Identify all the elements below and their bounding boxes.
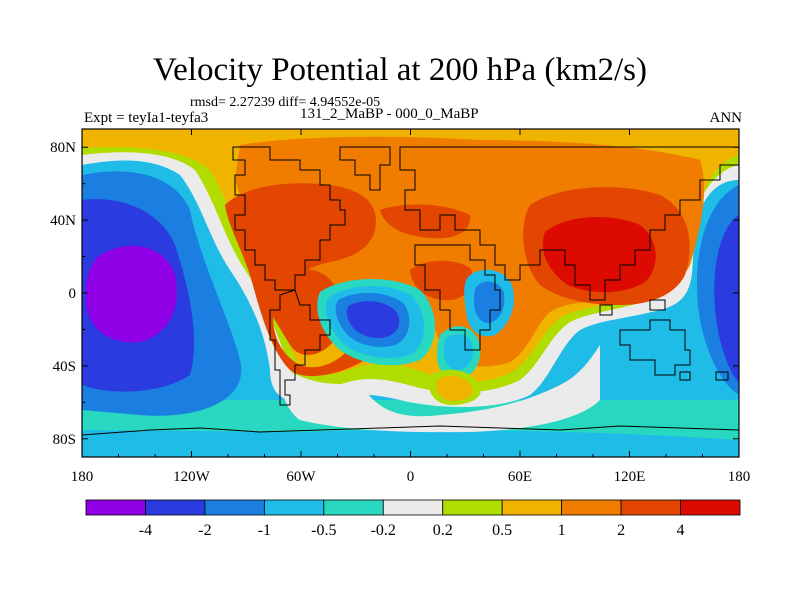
field-fill-southern-arc02 (279, 345, 600, 433)
colorbar-swatch (620, 499, 681, 516)
colorbar-swatch (85, 499, 146, 516)
colorbar-label: -0.5 (311, 522, 336, 539)
colorbar-swatch (680, 499, 741, 516)
x-tick-label: 60E (508, 469, 532, 485)
coastline-eurasia (399, 146, 739, 301)
colorbar-label: -2 (198, 522, 211, 539)
field-fill-east-neg2 (714, 215, 739, 382)
colorbar-swatch (561, 499, 622, 516)
colorbar-label: 0.2 (433, 522, 453, 539)
y-tick-label: 40S (53, 359, 76, 375)
colorbar-label: 1 (558, 522, 566, 539)
colorbar-swatch (263, 499, 325, 516)
x-tick-label: 120E (614, 469, 646, 485)
field-fill-indian-neg2 (474, 281, 505, 324)
colorbar-swatch (442, 499, 503, 516)
x-tick-label: 0 (407, 469, 415, 485)
colorbar-label: 4 (677, 522, 685, 539)
chart-subtitle: rmsd= 2.27239 diff= 4.94552e-05 (190, 95, 381, 110)
coastline-north-america (232, 146, 346, 291)
field-fill-atlantic-neg4 (346, 301, 400, 339)
experiment-label: Expt = teyIa1-teyfa3 (84, 110, 209, 126)
colorbar-swatch (204, 499, 265, 516)
colorbar-label: -1 (258, 522, 271, 539)
field-fill-max-asia (542, 216, 656, 293)
chart-title: Velocity Potential at 200 hPa (km2/s) (152, 52, 648, 88)
coastline-africa (414, 244, 501, 351)
colorbar-label: -4 (139, 522, 152, 539)
colorbar-label: 0.5 (492, 522, 512, 539)
y-tick-label: 0 (69, 286, 77, 302)
colorbar-label: -0.2 (371, 522, 396, 539)
x-tick-label: 60W (286, 469, 316, 485)
y-tick-label: 80S (53, 432, 76, 448)
field-fill-pos2-central (380, 204, 471, 239)
field-fill-pos4-samerica (255, 267, 342, 356)
coastline-maritime-islands (599, 299, 729, 381)
period-label: 131_2_MaBP - 000_0_MaBP (300, 106, 479, 122)
colorbar-swatch (501, 499, 563, 516)
y-tick-label: 80N (50, 140, 76, 156)
coastline-antarctica (82, 425, 739, 436)
x-tick-label: 180 (728, 469, 751, 485)
colorbar-swatch (323, 499, 384, 516)
coastline-australia (619, 319, 691, 376)
field-fill-pos4-namerica (225, 183, 391, 377)
map-axes: 180 120W 60W 0 60E 120E 180 80N 40N 0 40S 80S (50, 129, 750, 485)
colorbar-swatch (382, 499, 444, 516)
coastline-south-america (269, 289, 331, 406)
coastlines (82, 146, 739, 436)
x-tick-label: 180 (71, 469, 94, 485)
field-fill-indian-neg05-core (443, 334, 474, 370)
colorbar: -4 -2 -1 -0.5 -0.2 0.2 0.5 1 2 4 (85, 499, 741, 539)
colorbar-label: 2 (617, 522, 625, 539)
field-fill-southern-arc1 (436, 375, 473, 401)
colorbar-swatch (145, 499, 206, 516)
contour-field (82, 129, 739, 457)
season-label: ANN (709, 110, 743, 126)
y-tick-label: 40N (50, 213, 76, 229)
coastline-greenland (339, 146, 391, 191)
field-fill-pacific-neg4 (85, 245, 177, 343)
x-tick-label: 120W (173, 469, 211, 485)
